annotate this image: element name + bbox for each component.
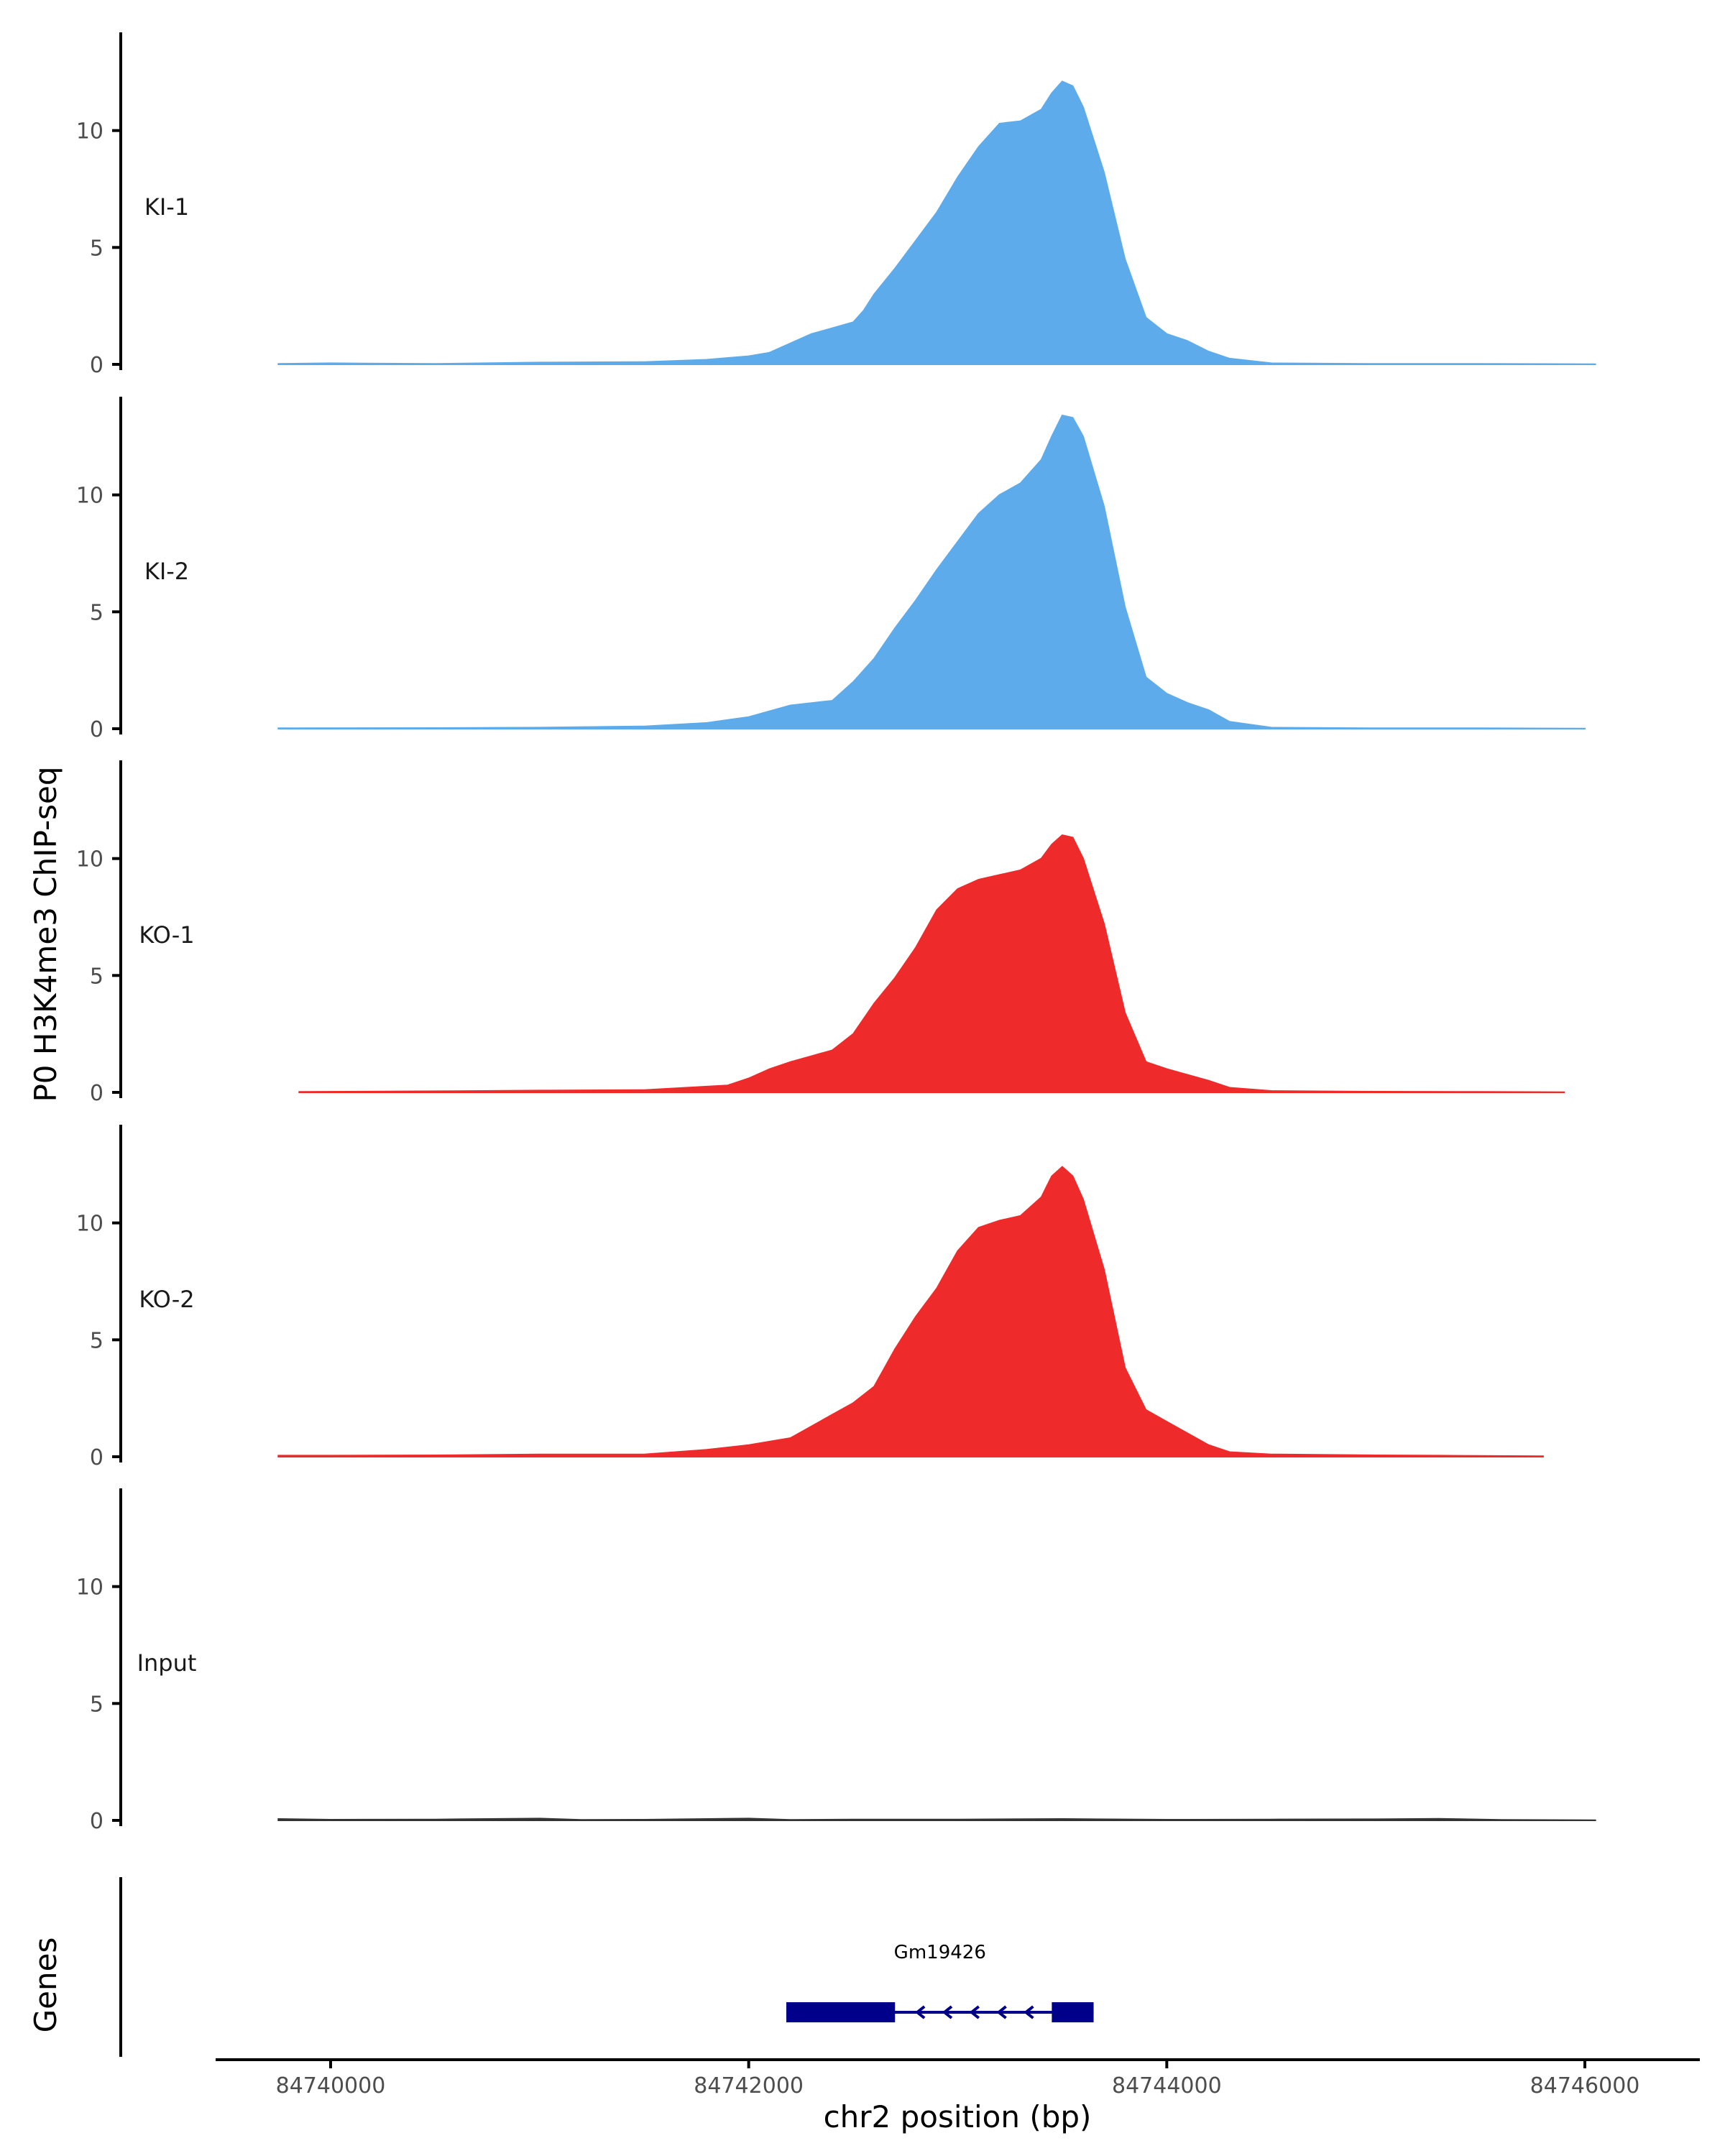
y-tick-label: 0 xyxy=(90,1445,104,1470)
y-tick-label: 10 xyxy=(76,119,104,144)
track-panel: 0 5 10 KO-2 xyxy=(76,1125,1544,1470)
y-tick-label: 5 xyxy=(90,964,104,989)
coverage-area xyxy=(298,834,1565,1093)
track-panel: 0 5 10 KI-2 xyxy=(76,397,1586,742)
track-panel: 0 5 10 Input xyxy=(76,1488,1596,1834)
coverage-tracks: 0 5 10 KI-1 0 5 10 KI-2 0 5 10 KO-1 0 5 10 KO-2 0 5 10 Inpu… xyxy=(76,32,1596,1834)
y-tick-label: 10 xyxy=(76,1575,104,1600)
y-tick-label: 0 xyxy=(90,1081,104,1106)
strand-arrow xyxy=(996,2005,1007,2019)
gene-exon xyxy=(786,2002,896,2022)
coverage-area xyxy=(277,80,1596,365)
track-label: KI-2 xyxy=(144,558,189,585)
y-axis-title: P0 H3K4me3 ChIP-seq xyxy=(28,766,63,1102)
coverage-area xyxy=(277,414,1586,729)
strand-arrow xyxy=(969,2005,980,2019)
track-panel: 0 5 10 KO-1 xyxy=(76,760,1565,1106)
genes-track-title: Genes xyxy=(28,1938,63,2033)
y-tick-label: 0 xyxy=(90,1809,104,1834)
y-tick-label: 10 xyxy=(76,847,104,872)
track-label: Input xyxy=(137,1649,197,1677)
strand-arrow xyxy=(942,2005,953,2019)
gene-exon xyxy=(1052,2002,1094,2022)
y-tick-label: 5 xyxy=(90,1328,104,1353)
track-panel: 0 5 10 KI-1 xyxy=(76,32,1596,378)
track-label: KI-1 xyxy=(144,193,189,221)
y-tick-label: 10 xyxy=(76,1212,104,1237)
y-tick-label: 5 xyxy=(90,600,104,625)
strand-arrow xyxy=(1024,2005,1034,2019)
x-axis-title: chr2 position (bp) xyxy=(824,2099,1092,2134)
coverage-area xyxy=(277,1818,1596,1821)
track-label: KO-2 xyxy=(139,1286,194,1313)
x-tick-label: 84746000 xyxy=(1530,2073,1640,2099)
track-label: KO-1 xyxy=(139,921,194,949)
y-tick-label: 5 xyxy=(90,1692,104,1717)
strand-arrow xyxy=(914,2005,926,2019)
y-tick-label: 0 xyxy=(90,717,104,742)
x-tick-label: 84742000 xyxy=(694,2073,804,2099)
x-tick-label: 84740000 xyxy=(276,2073,386,2099)
genes-track: Genes Gm19426 xyxy=(28,1877,1094,2057)
coverage-area xyxy=(277,1166,1544,1457)
x-axis: 84740000 84742000 84744000 84746000 xyxy=(216,2058,1700,2099)
x-tick-label: 84744000 xyxy=(1112,2073,1222,2099)
gene-name-label: Gm19426 xyxy=(894,1942,986,1963)
y-tick-label: 0 xyxy=(90,353,104,378)
y-tick-label: 5 xyxy=(90,236,104,261)
y-tick-label: 10 xyxy=(76,484,104,509)
